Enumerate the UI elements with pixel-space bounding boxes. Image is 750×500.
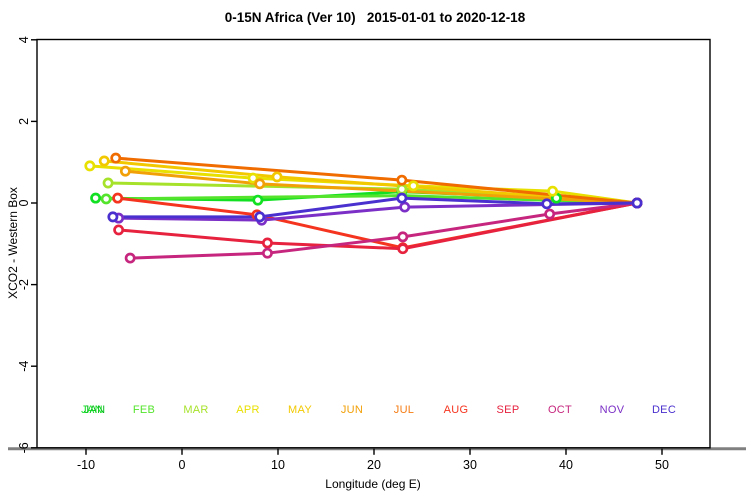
y-tick-label: -2 [17,279,31,290]
x-tick-label: -10 [77,458,95,472]
data-point-jun [254,178,266,190]
x-tick-label: 20 [367,458,381,472]
data-point-apr [84,160,96,172]
month-label-mar: MAR [183,404,209,416]
x-tick-label: 10 [271,458,285,472]
data-point-mar [396,183,408,195]
series-line-nov [117,201,639,222]
data-point-oct [544,208,556,220]
month-label-dec: DEC [651,404,677,416]
month-label-feb: FEB [132,404,156,416]
month-label-sep: SEP [496,404,520,416]
data-point-may [98,155,110,167]
data-point-mar [102,177,114,189]
month-label-jan: JAN [81,404,103,416]
month-label-may: MAY [288,404,312,416]
data-point-sep [397,243,409,255]
x-tick-label: 40 [559,458,573,472]
y-tick-label: -4 [17,361,31,372]
series-line-oct [128,201,639,260]
month-label-oct: OCT [547,404,573,416]
data-point-oct [124,252,136,264]
data-point-apr [407,180,419,192]
data-point-jun [119,165,131,177]
data-point-aug [112,192,124,204]
data-point-dec [396,192,408,204]
x-axis-title: Longitude (deg E) [325,477,421,491]
data-point-jan [252,194,264,206]
data-point-oct [397,231,409,243]
y-tick-label: 2 [17,118,31,125]
data-point-oct [261,247,273,259]
x-tick-label: 0 [179,458,186,472]
y-tick-label: -6 [17,442,31,453]
x-tick-label: 50 [655,458,669,472]
y-tick-label: 0 [17,199,31,206]
x-tick-label: 30 [463,458,477,472]
chart-title: 0-15N Africa (Ver 10) 2015-01-01 to 2020… [224,10,526,25]
month-label-jul: JUL [393,404,415,416]
data-point-dec [541,198,553,210]
data-point-dec [254,211,266,223]
data-point-apr [247,172,259,184]
data-point-jul [110,152,122,164]
data-point-sep [113,224,125,236]
data-point-sep [261,237,273,249]
data-point-jan [90,192,102,204]
y-tick-label: 4 [17,36,31,43]
data-point-dec [107,211,119,223]
data-point-apr [547,185,559,197]
data-point-dec [631,197,643,209]
data-point-nov [399,201,411,213]
month-label-nov: NOV [599,404,625,416]
month-label-aug: AUG [443,404,469,416]
data-point-feb [100,193,112,205]
plot-border [36,38,711,449]
data-point-jul [396,174,408,186]
month-label-apr: APR [236,404,260,416]
data-point-may [271,171,283,183]
month-label-jun: JUN [340,404,364,416]
